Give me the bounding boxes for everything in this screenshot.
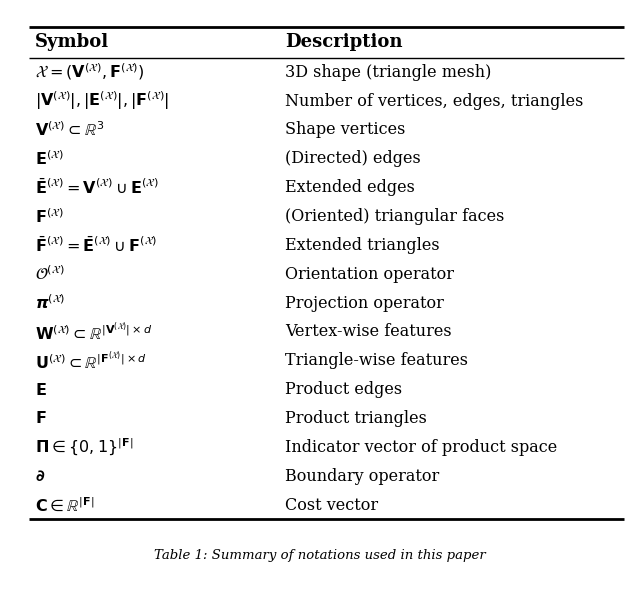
Text: $\boldsymbol{\Pi} \in \{0, 1\}^{|\mathbf{F}|}$: $\boldsymbol{\Pi} \in \{0, 1\}^{|\mathbf… — [35, 437, 134, 458]
Text: Shape vertices: Shape vertices — [285, 121, 405, 139]
Text: (Oriented) triangular faces: (Oriented) triangular faces — [285, 208, 504, 225]
Text: Product edges: Product edges — [285, 381, 402, 398]
Text: Description: Description — [285, 33, 403, 51]
Text: $\mathbf{W}^{(\mathcal{X})} \subset \mathbb{R}^{|\mathbf{V}^{(\mathcal{X})}| \ti: $\mathbf{W}^{(\mathcal{X})} \subset \mat… — [35, 321, 152, 343]
Text: $\mathbf{E}^{(\mathcal{X})}$: $\mathbf{E}^{(\mathcal{X})}$ — [35, 149, 64, 168]
Text: $\bar{\mathbf{F}}^{(\mathcal{X})} = \bar{\mathbf{E}}^{(\mathcal{X})} \cup \mathb: $\bar{\mathbf{F}}^{(\mathcal{X})} = \bar… — [35, 236, 157, 255]
Text: $\mathcal{X} = \left(\mathbf{V}^{(\mathcal{X})}, \mathbf{F}^{(\mathcal{X})}\righ: $\mathcal{X} = \left(\mathbf{V}^{(\mathc… — [35, 62, 145, 83]
Text: Triangle-wise features: Triangle-wise features — [285, 352, 468, 369]
Text: $|\mathbf{V}^{(\mathcal{X})}|, |\mathbf{E}^{(\mathcal{X})}|, |\mathbf{F}^{(\math: $|\mathbf{V}^{(\mathcal{X})}|, |\mathbf{… — [35, 90, 170, 112]
Text: (Directed) edges: (Directed) edges — [285, 150, 420, 167]
Text: $\mathbf{U}^{(\mathcal{X})} \subset \mathbb{R}^{|\mathbf{F}^{(\mathcal{X})}| \ti: $\mathbf{U}^{(\mathcal{X})} \subset \mat… — [35, 349, 147, 372]
Text: Number of vertices, edges, triangles: Number of vertices, edges, triangles — [285, 92, 583, 109]
Text: $\mathbf{E}$: $\mathbf{E}$ — [35, 381, 47, 397]
Text: Extended edges: Extended edges — [285, 179, 415, 196]
Text: Orientation operator: Orientation operator — [285, 265, 454, 283]
Text: Indicator vector of product space: Indicator vector of product space — [285, 439, 557, 456]
Text: Symbol: Symbol — [35, 33, 109, 51]
Text: $\mathbf{V}^{(\mathcal{X})} \subset \mathbb{R}^3$: $\mathbf{V}^{(\mathcal{X})} \subset \mat… — [35, 121, 104, 139]
Text: Product triangles: Product triangles — [285, 410, 427, 427]
Text: Cost vector: Cost vector — [285, 496, 378, 513]
Text: $\mathcal{O}^{(\mathcal{X})}$: $\mathcal{O}^{(\mathcal{X})}$ — [35, 265, 65, 283]
Text: $\mathbf{F}$: $\mathbf{F}$ — [35, 411, 47, 427]
Text: $\boldsymbol{\pi}^{(\mathcal{X})}$: $\boldsymbol{\pi}^{(\mathcal{X})}$ — [35, 294, 65, 312]
Text: $\mathbf{F}^{(\mathcal{X})}$: $\mathbf{F}^{(\mathcal{X})}$ — [35, 207, 64, 226]
Text: 3D shape (triangle mesh): 3D shape (triangle mesh) — [285, 64, 491, 81]
Text: Boundary operator: Boundary operator — [285, 468, 439, 485]
Text: Projection operator: Projection operator — [285, 295, 444, 312]
Text: $\bar{\mathbf{E}}^{(\mathcal{X})} = \mathbf{V}^{(\mathcal{X})} \cup \mathbf{E}^{: $\bar{\mathbf{E}}^{(\mathcal{X})} = \mat… — [35, 178, 159, 197]
Text: Table 1: Summary of notations used in this paper: Table 1: Summary of notations used in th… — [154, 549, 486, 562]
Text: Extended triangles: Extended triangles — [285, 237, 440, 254]
Text: Vertex-wise features: Vertex-wise features — [285, 323, 451, 340]
Text: $\boldsymbol{\partial}$: $\boldsymbol{\partial}$ — [35, 469, 45, 484]
Text: $\mathbf{C} \in \mathbb{R}^{|\mathbf{F}|}$: $\mathbf{C} \in \mathbb{R}^{|\mathbf{F}|… — [35, 496, 95, 514]
